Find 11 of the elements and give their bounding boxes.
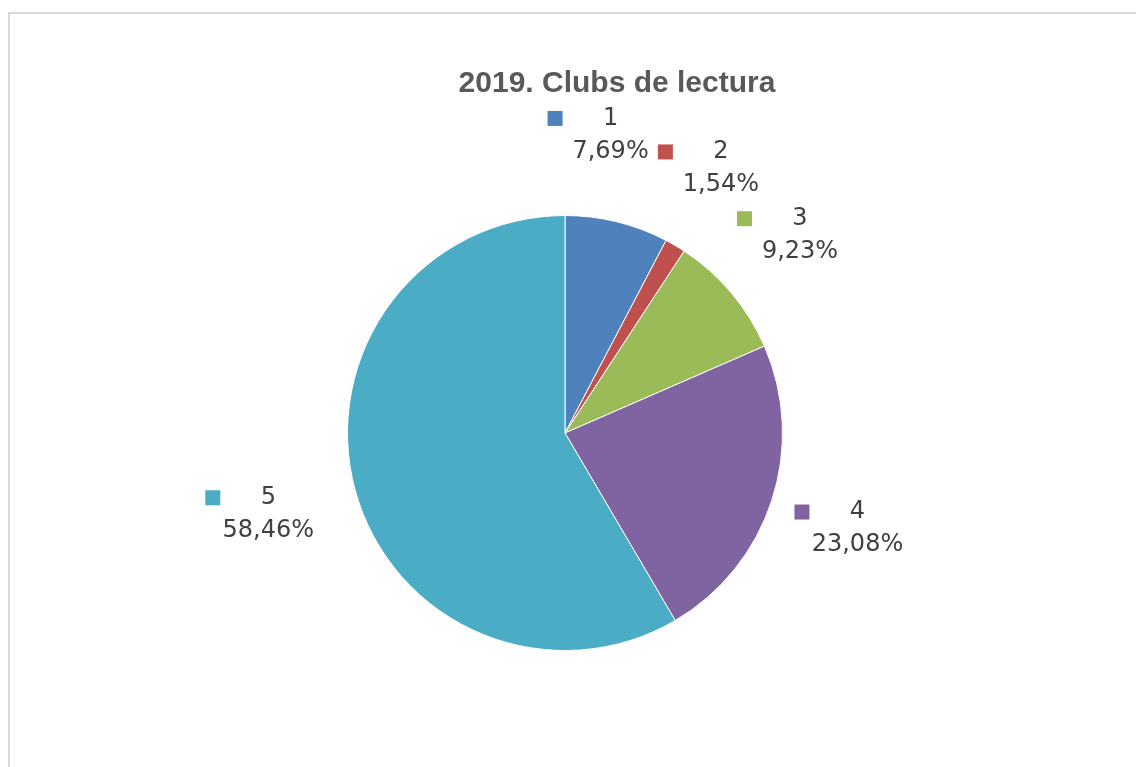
data-label: 58,46% (222, 515, 315, 543)
data-label: 9,23% (761, 235, 839, 264)
legend-label: 4 (849, 496, 866, 525)
legend-label: 3 (792, 202, 808, 231)
legend-label: 2 (713, 136, 729, 165)
data-label: 23,08% (811, 529, 904, 558)
data-label: 7,69% (572, 135, 649, 164)
data-label: 1,54% (682, 169, 759, 198)
chart-title: 2019. Clubs de lectura (457, 64, 777, 100)
legend-label: 1 (602, 102, 619, 131)
legend-label: 5 (260, 482, 276, 510)
